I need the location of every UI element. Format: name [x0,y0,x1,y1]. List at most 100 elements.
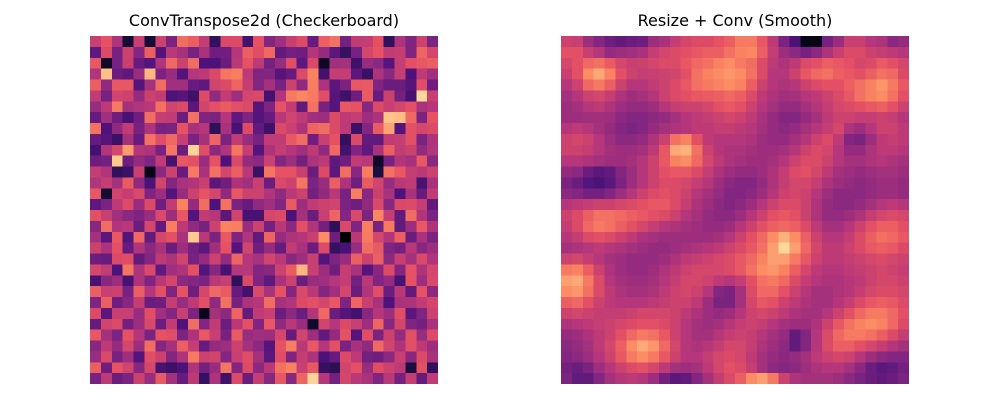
heatmap-left-cell [122,210,134,222]
heatmap-left-cell [296,373,308,384]
heatmap-right-cell [648,242,660,254]
heatmap-left-cell [383,36,395,48]
heatmap-right-cell [637,242,649,254]
heatmap-left-cell [318,329,330,341]
heatmap-left-cell [198,46,210,59]
heatmap-left-cell [329,101,341,113]
heatmap-right-cell [648,155,660,167]
heatmap-right-cell [680,253,692,265]
heatmap-right-cell [843,275,855,287]
heatmap-left-cell [372,329,384,341]
heatmap-left-cell [361,340,374,352]
heatmap-right-cell [561,123,573,135]
heatmap-right-cell [724,329,736,341]
heatmap-right-cell [702,362,714,374]
heatmap-left-cell [242,199,254,211]
heatmap-right-cell [756,155,768,167]
heatmap-right-cell [702,340,714,352]
heatmap-right-cell [767,340,779,352]
heatmap-right-cell [832,46,845,59]
heatmap-left-cell [372,112,384,124]
heatmap-right-cell [756,275,768,287]
heatmap-right-cell [898,362,909,374]
heatmap-left-cell [166,144,178,156]
heatmap-left-cell [253,340,265,352]
heatmap-left-cell [144,188,156,200]
heatmap-left-cell [318,177,330,189]
heatmap-right-cell [669,253,681,265]
heatmap-right-cell [745,362,758,374]
heatmap-right-cell [887,307,899,320]
heatmap-right-cell [778,264,790,276]
heatmap-left-cell [166,318,178,330]
heatmap-left-cell [351,177,363,189]
heatmap-right-cell [887,144,899,156]
heatmap-left-cell [351,188,363,200]
heatmap-left-cell [394,275,406,287]
heatmap-left-cell [394,340,406,352]
heatmap-left-cell [177,90,189,102]
heatmap-right-cell [800,318,812,330]
heatmap-right-cell [832,351,845,363]
heatmap-right-cell [822,307,834,320]
heatmap-left-cell [296,101,308,113]
heatmap-left-cell [111,373,123,384]
heatmap-left-cell [296,112,308,124]
heatmap-right-cell [648,307,660,320]
heatmap-right-cell [626,297,638,309]
heatmap-right-cell [637,362,649,374]
heatmap-left-cell [231,340,243,352]
heatmap-left-cell [220,90,232,102]
heatmap-left-cell [166,68,178,80]
heatmap-right-cell [713,144,725,156]
heatmap-left-cell [361,155,374,167]
heatmap-left-cell [383,351,395,363]
heatmap-right-cell [800,362,812,374]
heatmap-left-cell [329,210,341,222]
heatmap-right-cell [680,307,692,320]
heatmap-left-cell [405,101,417,113]
heatmap-left-cell [274,90,287,102]
heatmap-left-cell [242,177,254,189]
heatmap-left-cell [231,46,243,59]
heatmap-right-cell [854,36,866,48]
heatmap-left-cell [351,210,363,222]
heatmap-left-cell [405,79,417,91]
heatmap-left-cell [318,188,330,200]
heatmap-left-cell [133,318,145,330]
heatmap-left-cell [394,373,406,384]
heatmap-right-cell [854,68,866,80]
heatmap-left-cell [111,220,123,233]
heatmap-right-cell [571,90,584,102]
heatmap-right-cell [832,112,845,124]
heatmap-left-cell [318,373,330,384]
heatmap-right-cell [876,57,888,69]
heatmap-left-cell [383,112,395,124]
heatmap-right-cell [865,210,877,222]
heatmap-right-cell [745,57,758,69]
heatmap-left-cell [405,220,417,233]
heatmap-right-cell [593,46,605,59]
heatmap-right-cell [767,155,779,167]
heatmap-right-cell [789,155,801,167]
heatmap-right-cell [887,177,899,189]
heatmap-left-cell [264,362,276,374]
heatmap-right-cell [843,79,855,91]
heatmap-left-cell [155,123,167,135]
heatmap-right-cell [615,210,627,222]
heatmap-right-cell [713,177,725,189]
heatmap-right-cell [898,264,909,276]
heatmap-right-cell [561,177,573,189]
heatmap-left-cell [100,123,113,135]
heatmap-left-cell [351,68,363,80]
heatmap-right-cell [658,351,671,363]
heatmap-right-cell [811,362,823,374]
heatmap-right-cell [789,220,801,233]
heatmap-left-cell [416,144,428,156]
heatmap-left-cell [100,318,113,330]
heatmap-left-cell [296,220,308,233]
heatmap-left-cell [383,242,395,254]
heatmap-right-cell [593,286,605,298]
heatmap-left-cell [405,188,417,200]
heatmap-left-cell [155,329,167,341]
